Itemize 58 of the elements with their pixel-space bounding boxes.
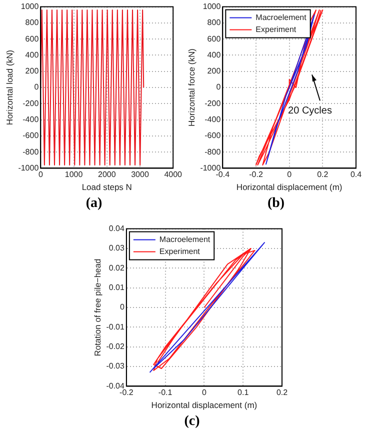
x-tick-label: -0.4 xyxy=(216,170,230,180)
y-tick-label: 1000 xyxy=(20,2,40,12)
y-tick-label: 600 xyxy=(207,34,222,44)
text: (a) xyxy=(84,196,104,212)
y-tick-label: -1000 xyxy=(200,163,222,172)
y-tick-label: -0.03 xyxy=(106,362,125,371)
y-tick-label: 0.04 xyxy=(108,224,125,234)
x-tick-label: 0.1 xyxy=(238,388,250,398)
text: (c) xyxy=(183,414,201,430)
x-tick-label: 0.2 xyxy=(276,388,288,398)
text: (b) xyxy=(266,196,286,212)
y-tick-label: -600 xyxy=(22,131,40,140)
x-tick-label: 0 xyxy=(287,170,292,180)
y-tick-label: -0.04 xyxy=(106,381,125,390)
y-tick-label: -200 xyxy=(22,98,40,108)
x-tick-label: 2000 xyxy=(98,170,116,180)
x-axis-title: Horizontal displacement (m) xyxy=(236,182,342,192)
y-tick-label: 0 xyxy=(34,82,40,92)
y-tick-label: -0.01 xyxy=(106,322,125,332)
y-tick-label: 0.01 xyxy=(108,283,125,292)
legend-label: Macroelement xyxy=(159,235,211,244)
y-tick-label: -800 xyxy=(204,147,222,156)
x-tick-label: 1000 xyxy=(64,170,84,180)
y-tick-label: -400 xyxy=(204,114,222,124)
x-axis-title: Horizontal displacement (m) xyxy=(151,400,258,410)
x-axis-title: Load steps N xyxy=(82,182,132,192)
y-tick-label: 800 xyxy=(25,18,40,28)
y-axis-title: Horizontal force (kN) xyxy=(186,48,196,126)
x-tick-label: 0.2 xyxy=(317,170,329,180)
y-tick-label: 800 xyxy=(207,18,222,28)
y-tick-label: 400 xyxy=(25,50,40,60)
y-tick-label: -800 xyxy=(22,147,40,156)
x-tick-label: -0.2 xyxy=(249,170,264,180)
y-axis-title: Horizontal load (kN) xyxy=(4,50,14,126)
y-tick-label: 0 xyxy=(216,82,222,92)
y-tick-label: 600 xyxy=(25,34,40,44)
y-tick-label: 200 xyxy=(25,66,40,76)
y-tick-label: 0.02 xyxy=(108,263,125,272)
y-tick-label: 200 xyxy=(207,66,222,76)
y-tick-label: -400 xyxy=(22,114,40,124)
x-tick-label: 4000 xyxy=(164,170,183,180)
y-axis-title: Rotation of free pile−head xyxy=(92,258,102,356)
x-tick-label: 3000 xyxy=(131,170,150,180)
y-tick-label: -600 xyxy=(204,131,222,140)
x-tick-label: 0.4 xyxy=(350,170,362,180)
x-tick-label: -0.1 xyxy=(158,388,173,398)
y-tick-label: -200 xyxy=(204,98,222,108)
legend-label: Macroelement xyxy=(256,13,308,22)
y-tick-label: 1000 xyxy=(202,2,222,12)
x-tick-label: -0.2 xyxy=(120,388,134,398)
annotation: 20 Cycles xyxy=(288,105,332,116)
y-tick-label: -1000 xyxy=(18,163,40,172)
y-tick-label: 0.03 xyxy=(108,244,125,253)
y-tick-label: -0.02 xyxy=(106,342,125,352)
y-tick-label: 400 xyxy=(207,50,222,60)
legend-label: Experiment xyxy=(256,25,297,34)
y-tick-label: 0 xyxy=(120,302,125,312)
legend-label: Experiment xyxy=(159,247,201,256)
